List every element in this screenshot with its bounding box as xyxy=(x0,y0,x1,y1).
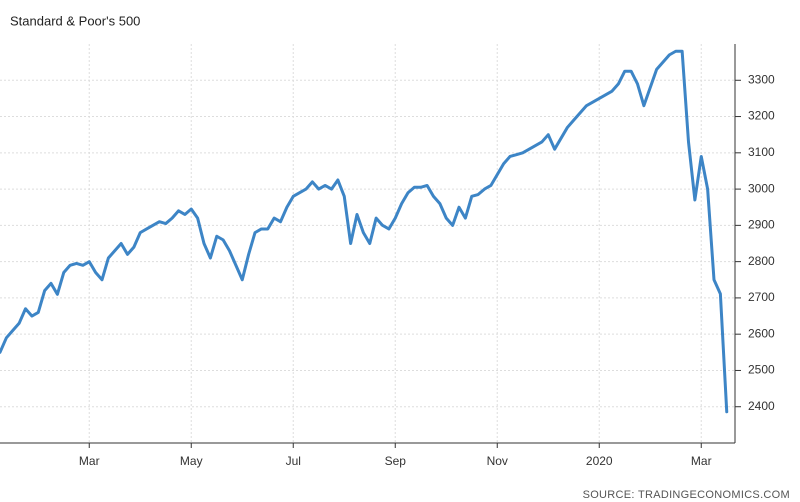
y-tick-label: 2400 xyxy=(748,399,775,413)
chart-title: Standard & Poor's 500 xyxy=(10,13,140,28)
x-tick-label: Mar xyxy=(79,454,100,468)
y-tick-label: 2500 xyxy=(748,363,775,377)
y-tick-label: 3300 xyxy=(748,72,775,86)
y-tick-label: 3000 xyxy=(748,181,775,195)
x-tick-label: Sep xyxy=(385,454,407,468)
source-note: SOURCE: TRADINGECONOMICS.COM xyxy=(583,489,790,501)
x-tick-label: May xyxy=(180,454,203,468)
y-tick-label: 3100 xyxy=(748,145,775,159)
x-tick-label: 2020 xyxy=(586,454,613,468)
y-tick-label: 2600 xyxy=(748,326,775,340)
x-tick-label: Nov xyxy=(487,454,508,468)
x-tick-label: Jul xyxy=(286,454,301,468)
y-tick-label: 3200 xyxy=(748,109,775,123)
y-tick-label: 2900 xyxy=(748,218,775,232)
y-tick-label: 2700 xyxy=(748,290,775,304)
x-tick-label: Mar xyxy=(691,454,712,468)
y-tick-label: 2800 xyxy=(748,254,775,268)
price-line xyxy=(0,49,729,414)
